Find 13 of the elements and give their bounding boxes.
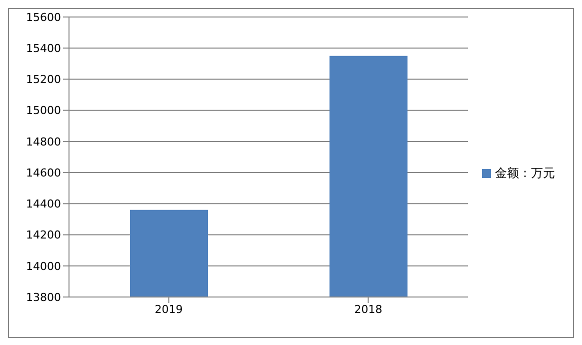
- y-tick-label: 14800: [26, 135, 61, 148]
- x-tick-label: 2018: [354, 302, 382, 316]
- y-tick-label: 15200: [26, 73, 61, 86]
- y-tick-label: 14600: [26, 166, 61, 180]
- y-tick-label: 14400: [26, 198, 61, 211]
- y-tick-label: 15000: [26, 104, 61, 118]
- y-tick-label: 15400: [26, 42, 61, 56]
- y-tick-label: 15600: [26, 10, 61, 24]
- x-tick-label: 2019: [154, 302, 183, 316]
- y-tick-label: 14000: [26, 260, 61, 273]
- y-tick-label: 14200: [26, 228, 61, 242]
- legend-label: 金额：万元: [495, 166, 555, 180]
- y-tick-label: 13800: [26, 290, 61, 304]
